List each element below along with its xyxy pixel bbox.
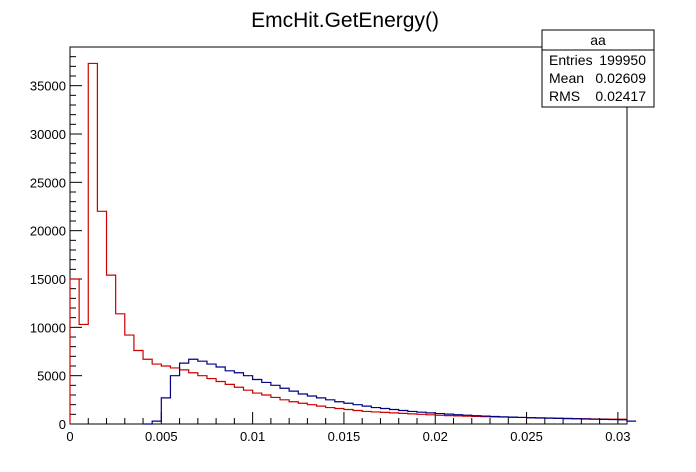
- chart-title: EmcHit.GetEnergy(): [251, 9, 439, 32]
- stats-rms-label: RMS: [549, 88, 580, 104]
- y-tick-label: 30000: [30, 127, 66, 142]
- x-tick-label: 0.005: [145, 429, 178, 444]
- stats-entries-value: 199950: [599, 52, 646, 68]
- y-tick-label: 35000: [30, 79, 66, 94]
- y-tick-label: 15000: [30, 272, 66, 287]
- x-tick-label: 0.01: [240, 429, 265, 444]
- x-tick-label: 0: [66, 429, 73, 444]
- histogram-series: [69, 62, 637, 425]
- y-tick-label: 25000: [30, 175, 66, 190]
- stats-mean-value: 0.02609: [595, 70, 646, 86]
- x-tick-label: 0.02: [423, 429, 448, 444]
- histogram-series-line-0: [69, 62, 627, 424]
- y-tick-label: 5000: [37, 369, 66, 384]
- stats-box-name: aa: [590, 32, 606, 48]
- stats-entries-label: Entries: [549, 52, 593, 68]
- y-axis: 0 5000 10000 15000 20000 25000 30000 35000: [30, 46, 82, 432]
- stats-rms-value: 0.02417: [595, 88, 646, 104]
- y-tick-label: 20000: [30, 224, 66, 239]
- x-tick-label: 0.025: [510, 429, 543, 444]
- x-tick-label: 0.03: [605, 429, 630, 444]
- y-tick-label: 0: [59, 417, 66, 432]
- histogram-series-line-1: [143, 358, 637, 425]
- x-tick-label: 0.015: [328, 429, 361, 444]
- x-axis: 0 0.005 0.01 0.015 0.02 0.025 0.03: [66, 412, 631, 444]
- stats-box-frame: [541, 29, 655, 108]
- plot-frame: [69, 46, 628, 425]
- stats-box: aa Entries 199950 Mean 0.02609 RMS 0.024…: [541, 29, 655, 108]
- stats-mean-label: Mean: [549, 70, 584, 86]
- y-tick-label: 10000: [30, 320, 66, 335]
